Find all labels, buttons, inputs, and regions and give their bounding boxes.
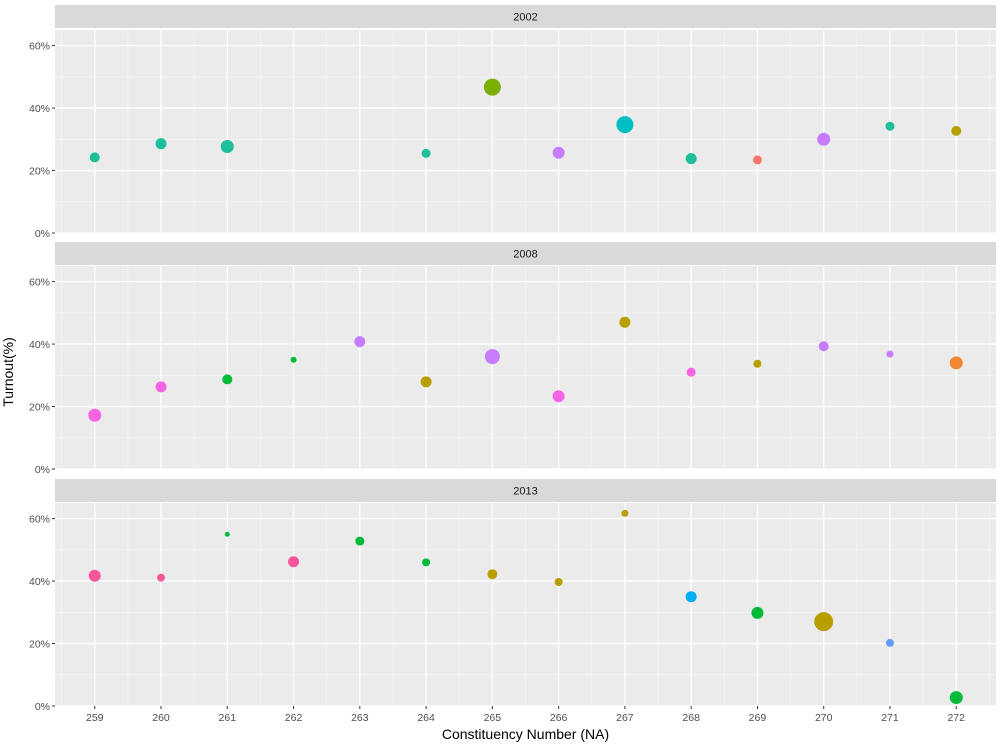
- data-point: [554, 578, 563, 587]
- panel-strip-label: 2002: [513, 12, 537, 24]
- panel-2008: 2008 0% 20% 40% 60%: [29, 242, 996, 476]
- data-point: [487, 569, 498, 580]
- data-point: [155, 381, 167, 393]
- data-point: [685, 591, 697, 603]
- panel-strip: [55, 5, 996, 28]
- x-tick-label: 266: [550, 712, 568, 724]
- y-tick-label: 20%: [29, 402, 50, 414]
- data-point: [88, 408, 102, 422]
- data-point: [817, 132, 831, 146]
- y-tick-label: 0%: [35, 464, 50, 476]
- panel-2013: 2013 0% 20% 40% 60%: [29, 479, 996, 713]
- panels: 2002 0% 20% 40% 60% 2008 0% 20% 40% 60% 2013 0% 20% 4…: [29, 5, 996, 713]
- x-tick-label: 269: [749, 712, 767, 724]
- data-point: [422, 558, 431, 567]
- data-point: [224, 531, 230, 537]
- data-point: [483, 78, 501, 96]
- data-point: [885, 121, 895, 131]
- panel-strip-label: 2013: [513, 486, 537, 498]
- data-point: [355, 536, 365, 546]
- x-tick-label: 259: [86, 712, 104, 724]
- data-point: [885, 638, 894, 647]
- x-tick-label: 267: [616, 712, 634, 724]
- x-tick-label: 271: [881, 712, 899, 724]
- data-point: [288, 556, 300, 568]
- data-point: [220, 139, 234, 153]
- y-tick-label: 20%: [29, 639, 50, 651]
- data-point: [222, 374, 233, 385]
- y-tick-label: 20%: [29, 166, 50, 178]
- data-point: [619, 316, 631, 328]
- data-point: [686, 367, 696, 377]
- x-tick-label: 265: [484, 712, 502, 724]
- y-axis-title: Turnout(%): [0, 337, 16, 407]
- data-point: [818, 341, 829, 352]
- y-tick-label: 40%: [29, 103, 50, 115]
- data-point: [814, 612, 834, 632]
- data-point: [420, 376, 432, 388]
- data-point: [886, 350, 894, 358]
- y-tick-label: 40%: [29, 576, 50, 588]
- x-tick-label: 262: [285, 712, 303, 724]
- y-tick-label: 0%: [35, 228, 50, 240]
- data-point: [155, 138, 167, 150]
- data-point: [484, 349, 500, 365]
- y-tick-label: 40%: [29, 339, 50, 351]
- data-point: [949, 691, 963, 705]
- x-axis: 259 260 261 262 263 264 265 266 267 268 269 270 271 2…: [86, 706, 965, 724]
- data-point: [552, 390, 565, 403]
- data-point: [552, 146, 565, 159]
- data-point: [616, 116, 634, 134]
- panel-strip: [55, 242, 996, 265]
- data-point: [753, 359, 762, 368]
- x-tick-label: 261: [219, 712, 237, 724]
- data-point: [621, 509, 629, 517]
- data-point: [751, 606, 764, 619]
- data-point: [949, 356, 963, 370]
- data-point: [354, 336, 366, 348]
- data-point: [89, 152, 100, 163]
- x-axis-title: Constituency Number (NA): [442, 726, 609, 742]
- y-tick-label: 60%: [29, 41, 50, 53]
- x-tick-label: 272: [947, 712, 965, 724]
- data-point: [752, 155, 762, 165]
- x-tick-label: 264: [417, 712, 435, 724]
- x-tick-label: 268: [682, 712, 700, 724]
- panel-2002: 2002 0% 20% 40% 60%: [29, 5, 996, 240]
- data-point: [290, 356, 297, 363]
- data-point: [88, 569, 101, 582]
- y-tick-label: 60%: [29, 277, 50, 289]
- y-tick-label: 60%: [29, 514, 50, 526]
- data-point: [951, 125, 962, 136]
- data-point: [157, 573, 166, 582]
- x-tick-label: 260: [152, 712, 170, 724]
- data-point: [685, 153, 697, 165]
- y-tick-label: 0%: [35, 701, 50, 713]
- panel-strip-label: 2008: [513, 249, 537, 261]
- x-tick-label: 263: [351, 712, 369, 724]
- data-point: [421, 148, 431, 158]
- panel-strip: [55, 479, 996, 502]
- x-tick-label: 270: [815, 712, 833, 724]
